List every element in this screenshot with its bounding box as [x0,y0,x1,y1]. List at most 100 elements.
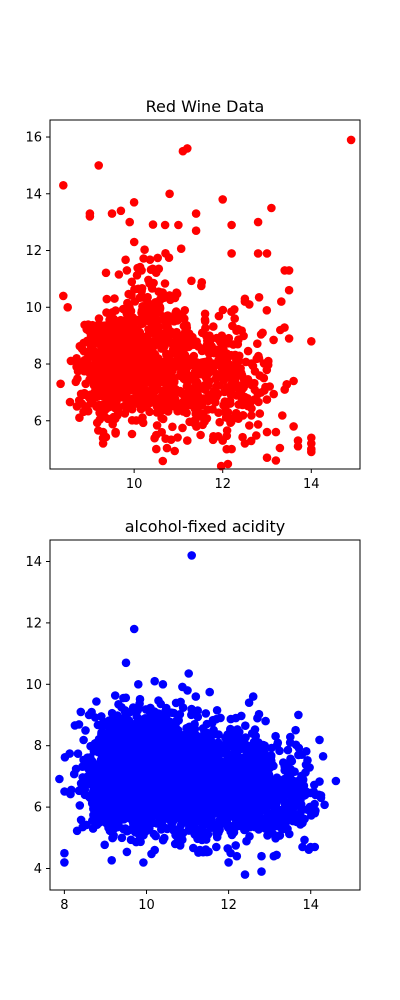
scatter-points [55,551,341,879]
data-point [245,763,254,773]
data-point [227,249,236,258]
data-point [138,403,148,412]
data-point [72,402,82,411]
data-point [284,266,294,275]
data-point [284,334,294,343]
data-point [179,397,188,406]
data-point [191,798,201,808]
data-point [244,806,253,816]
data-point [72,354,81,363]
data-point [161,712,171,721]
data-point [156,797,165,806]
data-point [216,461,226,471]
data-point [162,721,171,730]
data-point [245,421,254,430]
data-point [233,339,243,349]
data-point [156,820,166,829]
data-point [155,813,164,822]
data-point [198,394,208,403]
data-point [170,293,180,303]
data-point [232,370,242,379]
data-point [233,778,243,787]
data-point [103,395,112,404]
data-point [124,386,134,395]
data-point [214,828,223,837]
data-point [192,740,202,750]
data-point [170,446,179,456]
data-point [149,829,159,839]
data-point [182,817,192,827]
data-point [125,809,135,819]
data-point [184,669,193,678]
data-point [127,429,137,439]
data-point [91,335,101,345]
data-point [293,442,303,451]
data-point [82,324,92,333]
data-point [137,286,146,296]
data-point [105,318,114,327]
data-point [171,719,181,728]
data-point [187,354,196,364]
data-point [181,368,191,377]
data-point [245,832,254,841]
data-point [269,389,279,399]
data-point [215,417,224,427]
data-point [262,395,272,404]
data-point [139,351,149,360]
x-tick-label: 10 [126,477,143,492]
data-point [191,226,201,235]
data-point [128,703,138,712]
data-point [66,789,75,799]
data-point [110,810,120,820]
data-point [165,189,174,199]
data-point [118,343,128,353]
data-point [55,774,64,784]
data-point [146,763,155,773]
data-point [218,345,228,355]
data-point [223,734,233,743]
data-point [214,772,223,782]
data-point [115,352,125,362]
data-point [124,289,133,299]
data-point [178,355,188,364]
data-point [187,276,196,286]
data-point [135,694,145,704]
data-point [254,351,263,361]
data-point [139,254,148,263]
x-tick-label: 8 [60,898,68,913]
data-point [118,333,128,342]
data-point [183,144,192,153]
data-point [119,815,129,824]
data-point [169,377,179,387]
data-point [283,745,293,755]
x-tick-label: 10 [138,898,155,913]
data-point [169,708,179,718]
data-point [262,453,272,463]
data-point [267,743,276,753]
data-point [230,305,239,314]
data-point [167,802,177,812]
data-point [194,342,203,351]
data-point [130,368,139,377]
data-point [226,418,235,427]
data-point [237,804,247,813]
data-point [176,244,186,253]
data-point [203,405,213,414]
data-point [173,316,182,325]
data-point [258,328,267,338]
data-point [171,830,180,840]
data-point [180,314,189,324]
data-point [133,823,143,832]
data-point [142,783,151,793]
data-point [103,779,112,789]
data-point [252,339,262,349]
data-point [198,358,207,367]
data-point [96,742,105,751]
data-point [222,363,232,373]
data-point [188,759,197,768]
data-point [151,298,160,307]
data-point [275,443,285,453]
data-point [264,765,273,775]
data-point [148,340,157,349]
data-point [269,335,278,345]
